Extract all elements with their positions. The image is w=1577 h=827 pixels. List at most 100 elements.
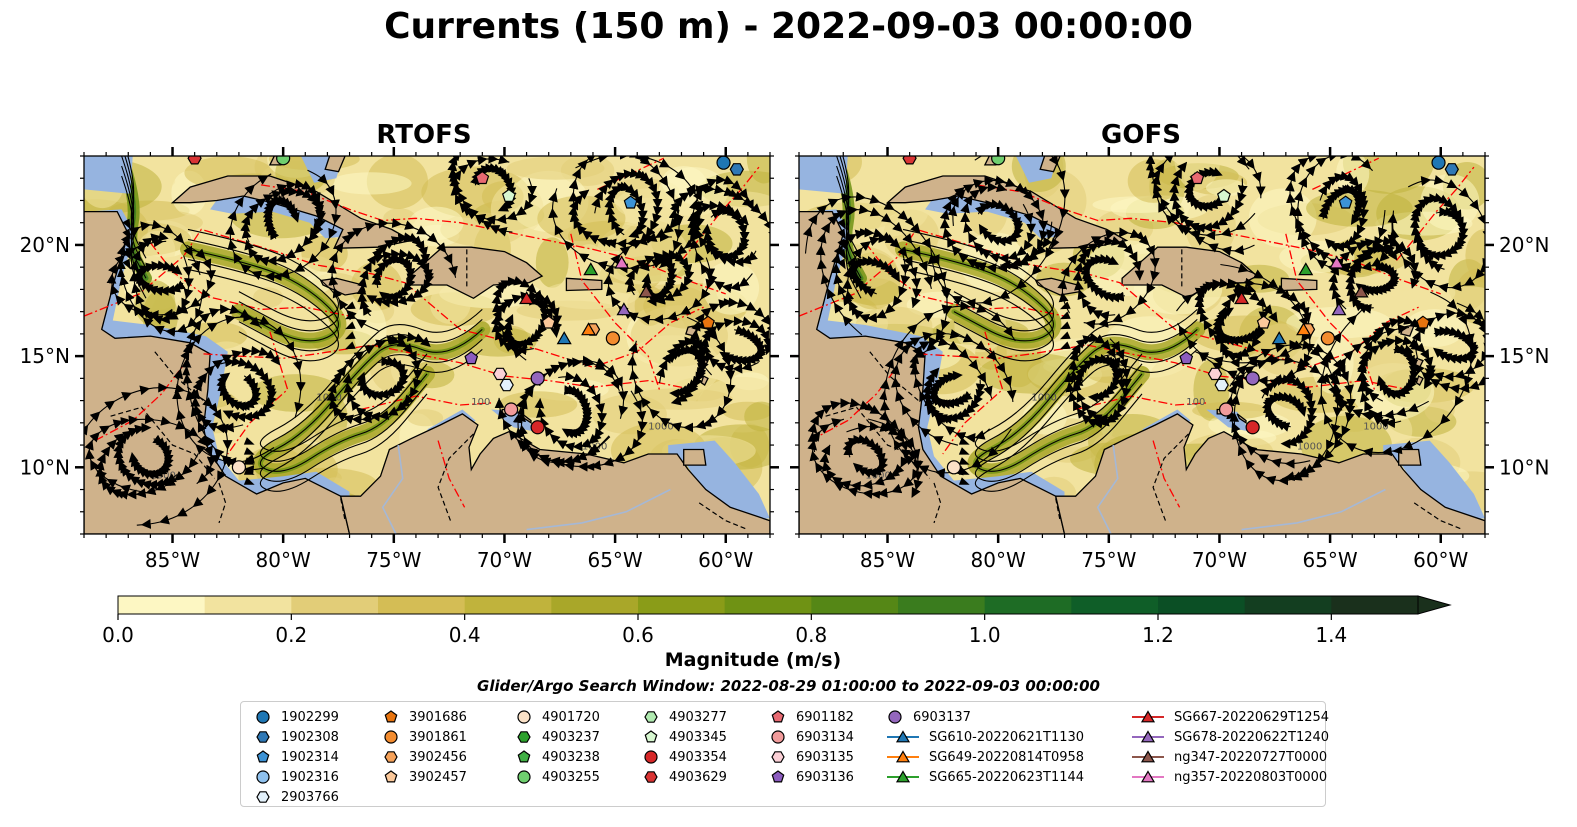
platform-marker-3902457[interactable] xyxy=(541,315,556,329)
platform-marker-4901720[interactable] xyxy=(231,460,247,475)
flow-arrow xyxy=(449,171,458,182)
legend-item: 1902299 xyxy=(253,707,339,727)
platform-marker-6901182[interactable] xyxy=(475,170,490,185)
platform-marker-ng357-20220803t0000[interactable] xyxy=(614,255,630,269)
flow-arrow xyxy=(1135,231,1146,242)
platform-marker-4903255[interactable] xyxy=(276,152,291,166)
flow-arrow xyxy=(1059,321,1071,330)
lat-tick-label: 20°N xyxy=(20,233,70,257)
platform-marker-4903345[interactable] xyxy=(1216,188,1231,202)
platform-marker-6903137[interactable] xyxy=(1245,371,1260,386)
flow-arrow xyxy=(344,321,356,330)
platform-marker-ng357-20220803t0000[interactable] xyxy=(1329,255,1345,269)
legend-column: 1902299 1902308 1902314 1902316 2903766 xyxy=(253,707,339,807)
axis-ticks xyxy=(75,147,779,543)
legend-marker-shape xyxy=(644,750,658,764)
platform-marker-1902308[interactable] xyxy=(729,163,744,176)
colorbar-tick-label: 0.0 xyxy=(102,623,134,647)
legend-label: 4903255 xyxy=(542,769,600,785)
platform-marker-4903629[interactable] xyxy=(187,153,202,165)
legend-label: SG667-20220629T1254 xyxy=(1174,709,1330,725)
legend-item: ng347-20220727T0000 xyxy=(1130,747,1329,767)
flow-arrow xyxy=(243,447,255,455)
flow-arrow xyxy=(1059,301,1071,310)
platform-marker-3901861[interactable] xyxy=(605,331,620,346)
platform-marker-4903354[interactable] xyxy=(530,420,545,435)
lon-tick-label: 85°W xyxy=(145,548,200,572)
lon-tick-label: 60°W xyxy=(1413,548,1468,572)
depth-contour-label: 100 xyxy=(1186,397,1205,408)
platform-marker-4903345[interactable] xyxy=(501,188,516,202)
legend-marker-shape xyxy=(771,730,785,744)
platform-marker-sg610-20220621t1130[interactable] xyxy=(556,331,572,345)
legend-marker-icon xyxy=(256,731,270,743)
legend-item: SG649-20220814T0958 xyxy=(885,747,1084,767)
platform-marker-4901720[interactable] xyxy=(946,460,962,475)
lon-tick-label: 75°W xyxy=(366,548,421,572)
legend-item: 3902457 xyxy=(381,767,467,787)
depth-contour-label: 1000 xyxy=(1363,422,1388,433)
colorbar-tick-label: 1.0 xyxy=(969,623,1001,647)
platform-marker-6903137[interactable] xyxy=(530,371,545,386)
platform-marker-6903136[interactable] xyxy=(464,351,479,365)
platform-marker-3902457[interactable] xyxy=(1256,315,1271,329)
platform-marker-1902308[interactable] xyxy=(1444,163,1459,176)
legend-label: SG665-20220623T1144 xyxy=(929,769,1085,785)
legend-item: 1902316 xyxy=(253,767,339,787)
platform-marker-sg678-20220622t1240[interactable] xyxy=(616,302,632,316)
platform-marker-2903766[interactable] xyxy=(499,378,514,392)
platform-marker-sg610-20220621t1130[interactable] xyxy=(1271,331,1287,345)
platform-marker-6901182[interactable] xyxy=(1190,170,1205,185)
legend-item: 4903345 xyxy=(641,727,727,747)
flow-arrow xyxy=(243,457,255,465)
platform-marker-2903766[interactable] xyxy=(1214,378,1229,392)
platform-marker-6903136[interactable] xyxy=(1179,351,1194,365)
flow-arrow xyxy=(1391,446,1403,455)
colorbar-segment xyxy=(898,596,986,614)
platform-marker-sg649-20220814t0958[interactable] xyxy=(581,322,597,336)
platform-marker-6903134[interactable] xyxy=(1218,402,1234,417)
platform-marker-4903354[interactable] xyxy=(1245,420,1260,435)
legend-label: SG678-20220622T1240 xyxy=(1174,729,1330,745)
platform-marker-sg665-20220623t1144[interactable] xyxy=(1298,262,1314,276)
platform-marker-1902299[interactable] xyxy=(716,156,731,170)
legend-marker-icon xyxy=(887,730,919,743)
platform-marker-3901861[interactable] xyxy=(1320,331,1335,346)
platform-marker-4903629[interactable] xyxy=(902,153,917,165)
legend-marker-icon xyxy=(644,711,658,723)
platform-marker-1902314[interactable] xyxy=(1338,195,1353,209)
colorbar-segment xyxy=(811,596,899,614)
legend-marker-shape xyxy=(517,750,531,763)
legend-item: SG665-20220623T1144 xyxy=(885,767,1084,787)
legend-item: 4903277 xyxy=(641,707,727,727)
platform-marker-4903255[interactable] xyxy=(991,152,1006,166)
platform-marker-sg667-20220629t1254[interactable] xyxy=(1234,291,1250,305)
legend-label: 4903237 xyxy=(542,729,600,745)
legend-item: 4903354 xyxy=(641,747,727,767)
legend-label: SG610-20220621T1130 xyxy=(929,729,1085,745)
platform-marker-sg665-20220623t1144[interactable] xyxy=(583,262,599,276)
platform-marker-sg649-20220814t0958[interactable] xyxy=(1296,322,1312,336)
platform-marker-6903134[interactable] xyxy=(503,402,519,417)
platform-marker-sg667-20220629t1254[interactable] xyxy=(519,291,535,305)
platform-marker-3901686[interactable] xyxy=(1416,315,1430,329)
legend-label: 3901686 xyxy=(409,709,467,725)
legend-label: 6903134 xyxy=(796,729,854,745)
legend-label: 1902314 xyxy=(281,749,339,765)
platform-marker-1902314[interactable] xyxy=(623,195,638,209)
legend-label: ng357-20220803T0000 xyxy=(1174,769,1328,785)
legend-label: 4901720 xyxy=(542,709,600,725)
legend-marker-icon xyxy=(1132,710,1164,723)
platform-marker-ng347-20220727t0000[interactable] xyxy=(1353,284,1369,298)
legend-column: 3901686 3901861 3902456 3902457 xyxy=(381,707,467,787)
platform-marker-sg678-20220622t1240[interactable] xyxy=(1331,302,1347,316)
platform-marker-6903135[interactable] xyxy=(492,367,508,381)
platform-marker-ng347-20220727t0000[interactable] xyxy=(638,284,654,298)
legend-marker-shape xyxy=(895,730,911,743)
flow-arrow xyxy=(958,457,970,465)
platform-marker-1902299[interactable] xyxy=(1431,156,1446,170)
platform-marker-3901686[interactable] xyxy=(701,315,715,329)
panel-title-rtofs: RTOFS xyxy=(376,120,472,150)
platform-marker-6903135[interactable] xyxy=(1207,367,1223,381)
